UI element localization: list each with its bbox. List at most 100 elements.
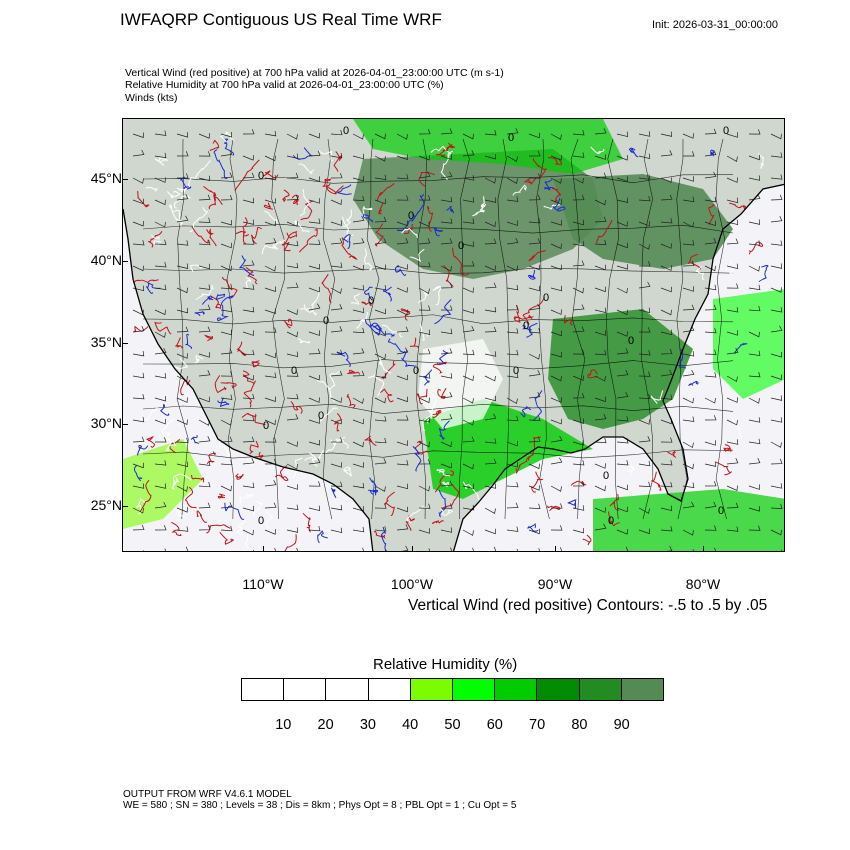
- wind-barb: [770, 152, 783, 158]
- contour-line: [524, 176, 538, 185]
- wind-barb: [616, 529, 628, 535]
- wind-barb: [726, 283, 739, 289]
- wind-barb: [616, 460, 629, 466]
- contour-line: [213, 149, 228, 180]
- wind-barb: [704, 415, 717, 421]
- wind-barb: [572, 219, 584, 226]
- colorbar-box: [495, 679, 538, 700]
- wind-barb: [154, 177, 166, 183]
- colorbar-box: [368, 679, 411, 700]
- wind-barb: [154, 152, 167, 159]
- wind-barb: [528, 503, 541, 509]
- wind-barb: [550, 397, 562, 403]
- wind-barb: [198, 263, 210, 270]
- wind-barb: [220, 502, 233, 509]
- wind-barb: [550, 243, 562, 250]
- wind-barb: [440, 171, 453, 179]
- state-boundary-line: [142, 267, 734, 274]
- contour-line: [215, 293, 226, 300]
- wind-barb: [176, 307, 188, 314]
- wind-barb: [352, 215, 365, 223]
- contour-line: [334, 413, 342, 432]
- init-time-label: Init: 2026-03-31_00:00:00: [652, 19, 778, 31]
- wind-barb: [638, 481, 651, 487]
- colorbar-box: [242, 679, 285, 700]
- wind-barb: [286, 351, 299, 358]
- colorbar-tick-label: 50: [444, 717, 461, 733]
- colorbar-box: [537, 679, 580, 700]
- wind-barb: [594, 330, 606, 336]
- contour-line: [531, 471, 544, 493]
- contour-line: [191, 226, 210, 244]
- wind-barb: [506, 372, 519, 379]
- contour-line: [412, 446, 422, 472]
- wind-barb: [726, 263, 739, 270]
- wind-barb: [264, 396, 276, 402]
- contour-zero-label: 0: [323, 315, 329, 327]
- state-boundary-line: [606, 138, 619, 520]
- wind-barb: [440, 373, 453, 379]
- wind-barb: [185, 546, 189, 551]
- contour-line: [195, 285, 214, 301]
- wind-barb: [352, 348, 365, 355]
- contour-line: [377, 183, 395, 202]
- wind-barb: [660, 218, 673, 224]
- wind-barb: [748, 458, 761, 465]
- wind-barb: [594, 264, 606, 271]
- wind-barb: [396, 483, 409, 490]
- contour-line: [520, 406, 532, 418]
- contour-line: [281, 235, 291, 252]
- contour-line: [166, 191, 181, 199]
- contour-zero-label: 0: [718, 505, 724, 517]
- wind-barb: [264, 372, 277, 378]
- contour-line: [264, 509, 274, 531]
- contour-line: [434, 299, 452, 325]
- wind-barb: [638, 174, 651, 180]
- wind-barb: [418, 485, 430, 492]
- wind-barb: [616, 131, 629, 138]
- wind-barb: [484, 483, 497, 489]
- wind-barb: [396, 220, 408, 227]
- wind-barb: [682, 221, 694, 228]
- wind-barb: [176, 397, 188, 403]
- contour-line: [406, 506, 429, 523]
- contour-line: [373, 324, 395, 338]
- wind-barb: [748, 372, 761, 378]
- wind-barb: [308, 374, 320, 381]
- wind-barb: [352, 418, 364, 425]
- wind-barb: [450, 547, 452, 551]
- wind-barb: [396, 440, 408, 446]
- contour-line: [250, 227, 262, 245]
- wind-barb: [528, 194, 541, 201]
- wind-barb: [374, 174, 387, 181]
- contour-line: [347, 369, 361, 375]
- wind-barb: [154, 284, 167, 291]
- wind-barb: [770, 529, 782, 536]
- wind-barb: [616, 484, 628, 491]
- colorbar-box: [621, 679, 664, 700]
- wind-barb: [330, 326, 343, 333]
- wind-barb: [660, 243, 672, 249]
- wind-barb: [594, 128, 607, 135]
- contour-line: [235, 230, 250, 237]
- wind-barb: [198, 133, 210, 139]
- wind-barb: [286, 393, 299, 400]
- wind-barb: [440, 392, 453, 399]
- contour-line: [679, 348, 687, 369]
- wind-barb: [560, 547, 563, 551]
- contour-line: [139, 479, 152, 512]
- wind-barb: [682, 529, 694, 536]
- wind-barb: [462, 349, 475, 356]
- contour-line: [342, 209, 352, 227]
- contour-line: [336, 351, 351, 368]
- wind-barb: [396, 154, 408, 160]
- wind-barb: [440, 305, 453, 311]
- wind-barb: [374, 397, 386, 404]
- wind-barb: [132, 220, 144, 227]
- contour-line: [416, 388, 428, 405]
- wind-barb: [726, 485, 738, 492]
- wind-barb: [428, 548, 430, 551]
- wind-barb: [770, 174, 783, 180]
- wind-barb: [660, 505, 673, 512]
- wind-barb: [682, 369, 695, 377]
